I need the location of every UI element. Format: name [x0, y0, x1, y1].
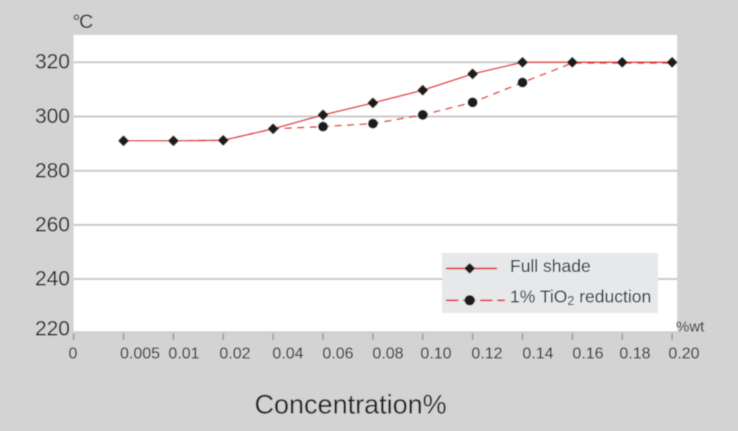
svg-text:0.02: 0.02	[219, 346, 250, 363]
svg-text:260: 260	[35, 214, 70, 237]
svg-text:1% TiO2 reduction: 1% TiO2 reduction	[510, 287, 651, 309]
svg-text:0.10: 0.10	[420, 346, 451, 363]
svg-text:0.18: 0.18	[619, 346, 650, 363]
svg-text:0.005: 0.005	[120, 346, 160, 363]
svg-text:0.08: 0.08	[372, 346, 403, 363]
svg-text:240: 240	[35, 268, 70, 291]
svg-text:0.06: 0.06	[322, 346, 353, 363]
svg-text:0.04: 0.04	[272, 346, 303, 363]
svg-text:°C: °C	[73, 11, 94, 33]
svg-text:300: 300	[35, 105, 70, 128]
svg-text:0.01: 0.01	[168, 346, 199, 363]
svg-text:320: 320	[35, 50, 70, 73]
svg-text:Full shade: Full shade	[510, 256, 591, 276]
svg-text:0: 0	[69, 346, 78, 363]
svg-text:Concentration%: Concentration%	[255, 390, 447, 420]
svg-text:0.12: 0.12	[471, 346, 502, 363]
svg-text:0.20: 0.20	[668, 346, 699, 363]
svg-text:220: 220	[35, 317, 70, 340]
svg-text:%wt: %wt	[676, 319, 705, 336]
svg-text:0.16: 0.16	[572, 346, 603, 363]
svg-text:0.14: 0.14	[522, 346, 553, 363]
svg-text:280: 280	[35, 159, 70, 182]
